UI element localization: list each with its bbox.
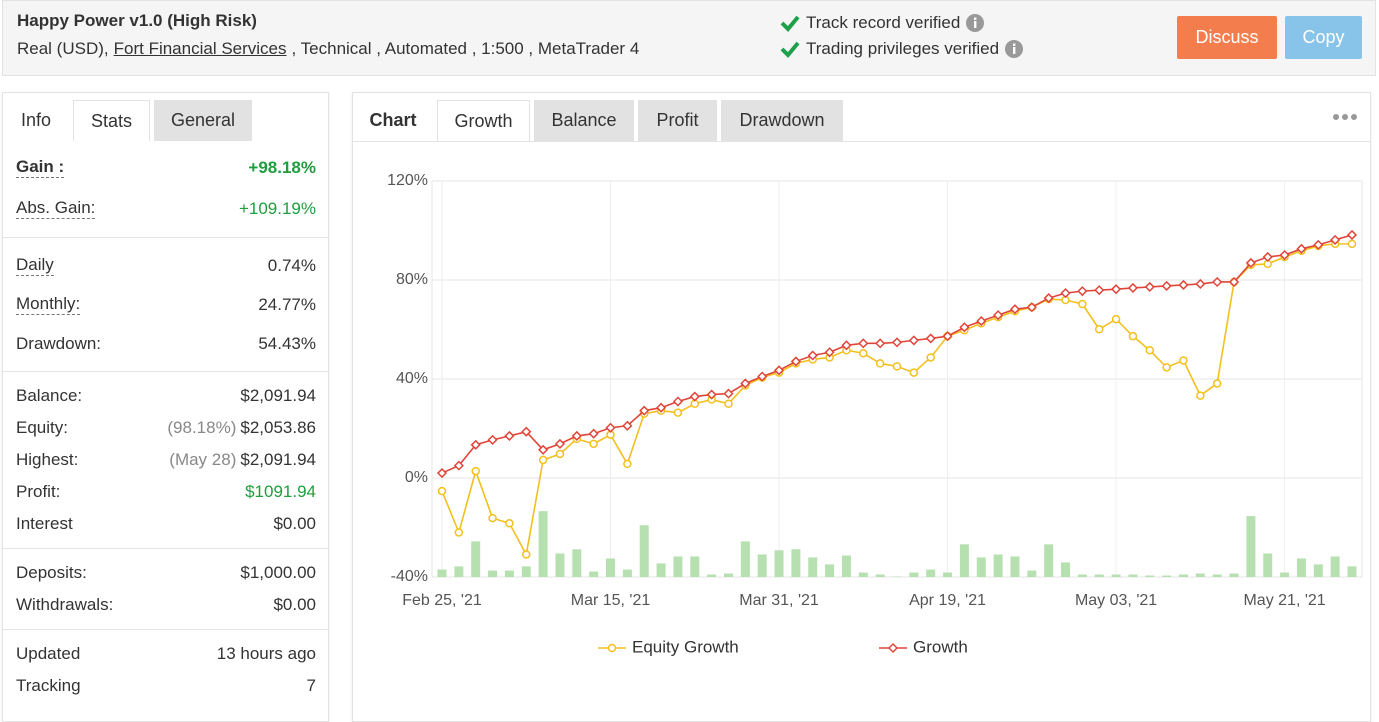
bar [758, 554, 767, 577]
x-tick-label: May 03, '21 [1075, 592, 1157, 609]
bar [454, 566, 463, 577]
point [860, 350, 867, 357]
x-tick-label: May 21, '21 [1243, 592, 1325, 609]
point [1197, 392, 1204, 399]
bar [438, 570, 447, 577]
bar [673, 556, 682, 577]
point [1146, 347, 1153, 354]
bar [572, 549, 581, 577]
point [927, 354, 934, 361]
bar [960, 544, 969, 577]
point [1180, 357, 1187, 364]
bar [522, 566, 531, 577]
y-tick-label: 120% [387, 172, 428, 189]
bar [1213, 575, 1222, 577]
point [1349, 240, 1356, 247]
bar [977, 557, 986, 577]
point [455, 529, 462, 536]
legend-marker [609, 645, 616, 652]
y-tick-label: 80% [396, 271, 428, 288]
bar [1297, 558, 1306, 577]
legend-marker [889, 644, 897, 652]
point [590, 440, 597, 447]
point [624, 460, 631, 467]
bar [1263, 553, 1272, 577]
bar [1112, 575, 1121, 577]
bar [640, 525, 649, 577]
bar [488, 571, 497, 577]
bar [1095, 575, 1104, 577]
point [725, 400, 732, 407]
bar [690, 556, 699, 577]
legend-label: Equity Growth [632, 637, 739, 656]
bar [1331, 556, 1340, 577]
point [1214, 380, 1221, 387]
bar [1314, 564, 1323, 577]
bar [505, 571, 514, 577]
point [1096, 326, 1103, 333]
y-tick-label: 40% [396, 370, 428, 387]
x-tick-label: Mar 15, '21 [571, 592, 651, 609]
point [439, 488, 446, 495]
bar [825, 564, 834, 577]
point [877, 360, 884, 367]
point [556, 450, 563, 457]
bar [943, 573, 952, 577]
bar [1196, 574, 1205, 577]
bar [808, 557, 817, 577]
point [1163, 364, 1170, 371]
point [910, 369, 917, 376]
x-tick-label: Mar 31, '21 [739, 592, 819, 609]
point [489, 515, 496, 522]
point [1113, 316, 1120, 323]
bar [1128, 575, 1137, 577]
point [1129, 333, 1136, 340]
bar [539, 511, 548, 577]
bar [1010, 556, 1019, 577]
legend-label: Growth [913, 637, 968, 656]
bar [623, 570, 632, 577]
point [1079, 301, 1086, 308]
bar [909, 573, 918, 577]
bar [1027, 571, 1036, 577]
bar [1061, 562, 1070, 577]
bar [876, 575, 885, 577]
bar [741, 541, 750, 577]
bar [1280, 573, 1289, 577]
y-tick-label: -40% [391, 568, 428, 585]
bar [657, 563, 666, 577]
x-tick-label: Apr 19, '21 [909, 592, 986, 609]
point [674, 409, 681, 416]
bar [775, 550, 784, 577]
point [506, 520, 513, 527]
point [523, 551, 530, 558]
bar [1078, 575, 1087, 577]
bar [724, 574, 733, 577]
bar [1162, 576, 1171, 577]
bar [555, 553, 564, 577]
bar [859, 573, 868, 577]
bar [589, 572, 598, 577]
bar [471, 541, 480, 577]
bar [1179, 575, 1188, 577]
y-tick-label: 0% [405, 469, 428, 486]
bar [791, 549, 800, 577]
bar [707, 575, 716, 577]
bar [1246, 516, 1255, 577]
bar [1044, 544, 1053, 577]
bar [1230, 574, 1239, 577]
point [472, 468, 479, 475]
x-tick-label: Feb 25, '21 [402, 592, 482, 609]
bar [1348, 566, 1357, 577]
bar [606, 558, 615, 577]
bar [926, 570, 935, 577]
bar [842, 555, 851, 577]
point [540, 456, 547, 463]
bar [994, 554, 1003, 577]
bar [1145, 576, 1154, 577]
point [894, 363, 901, 370]
